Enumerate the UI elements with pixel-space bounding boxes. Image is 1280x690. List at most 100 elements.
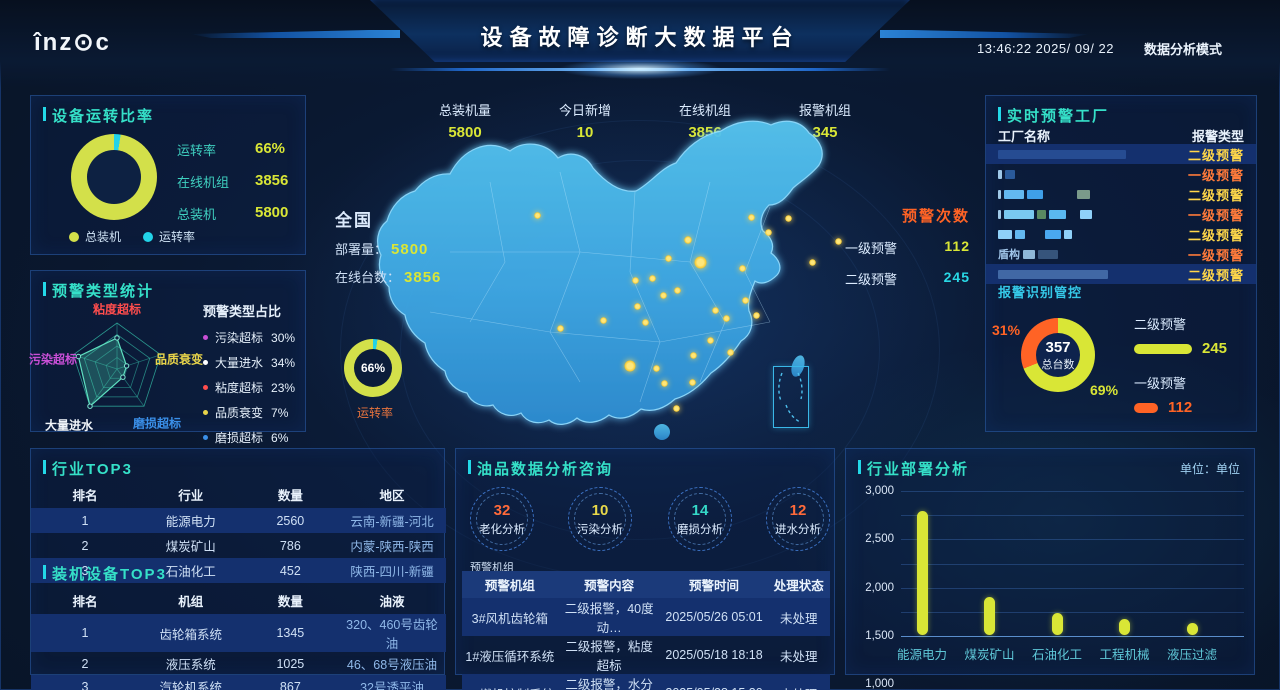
panel-top3: 行业TOP3 排名 行业 数量 地区 1 能源电力 2560 云南-新疆-河北 2 煤炭矿山 786… bbox=[30, 448, 446, 690]
factory-row[interactable]: 二级预警 bbox=[986, 264, 1256, 284]
panel-title: 油品数据分析咨询 bbox=[468, 458, 613, 479]
table-row: 3#风机齿轮箱 二级报警，40度动… 2025/05/26 05:01 未处理 bbox=[462, 598, 830, 636]
factory-name-redacted bbox=[998, 224, 1072, 244]
legend-label: 一级预警 bbox=[1134, 376, 1187, 391]
alarm-type: 一级预警 bbox=[1187, 167, 1244, 183]
oil-analysis-circle: 14 磨损分析 bbox=[668, 487, 732, 551]
oil-value: 12 bbox=[789, 501, 807, 519]
alarm-type: 一级预警 bbox=[1187, 207, 1244, 223]
factory-table-rows: 二级预警 一级预警 二级预警 一级预警 二级预警 盾构 一级预警 二级预警 bbox=[986, 144, 1256, 284]
page-title: 设备故障诊断大数据平台 bbox=[480, 25, 800, 50]
bar bbox=[1119, 619, 1130, 635]
oil-label: 磨损分析 bbox=[677, 523, 723, 536]
factory-row[interactable]: 一级预警 bbox=[986, 164, 1256, 184]
y-tick-label: 1,500 bbox=[865, 630, 894, 642]
table-row: 3 汽轮机系统 867 32号透平油 bbox=[31, 675, 446, 690]
warning-level-value: 245 bbox=[943, 269, 970, 285]
column-header: 预警内容 bbox=[557, 571, 661, 598]
legend-pill bbox=[1134, 402, 1158, 413]
stat-label: 总装机量 bbox=[438, 103, 491, 118]
warning-type-item: 品质衰变 7% bbox=[203, 404, 295, 421]
table-cell: 1345 bbox=[242, 614, 339, 652]
gridline: 1,000 bbox=[865, 587, 1244, 690]
alarm-identify-donut-chart: 357 总台数 31% 69% 二级预警 245 一级预警 112 bbox=[986, 296, 1256, 426]
table-cell: 2025/05/28 15:30 bbox=[660, 674, 768, 690]
minor-pct: 31% bbox=[992, 322, 1021, 338]
mini-donut-pct: 66% bbox=[354, 349, 392, 387]
item-label: 品质衰变 bbox=[215, 406, 264, 420]
mini-donut-label: 运转率 bbox=[356, 406, 393, 420]
gridline: 1,500 bbox=[865, 563, 1244, 642]
table-row: 1 能源电力 2560 云南-新疆-河北 bbox=[31, 508, 446, 533]
factory-row[interactable]: 盾构 一级预警 bbox=[986, 244, 1256, 264]
alarm-total: 357 bbox=[1045, 338, 1071, 356]
map-alarm-dot bbox=[693, 255, 707, 269]
map-alarm-dot bbox=[764, 228, 772, 236]
oil-label: 进水分析 bbox=[775, 523, 821, 536]
device-ratio-legend: 总装机 运转率 bbox=[69, 228, 195, 245]
map-alarm-dot bbox=[672, 404, 680, 412]
china-map bbox=[377, 120, 823, 440]
factory-row[interactable]: 一级预警 bbox=[986, 204, 1256, 224]
map-alarm-dot bbox=[741, 296, 749, 304]
table-cell: 未处理 bbox=[767, 598, 830, 636]
factory-row[interactable]: 二级预警 bbox=[986, 184, 1256, 204]
ratio-stat-row: 运转率 66% bbox=[177, 140, 288, 159]
device-top3-title: 装机设备TOP3 bbox=[43, 563, 167, 584]
map-top-stat: 今日新增 10 bbox=[540, 100, 630, 141]
x-category-label: 煤炭矿山 bbox=[964, 648, 1015, 662]
map-alarm-dot bbox=[689, 351, 697, 359]
table-cell: 二级报警，水分超标 bbox=[557, 674, 661, 690]
table-cell: 3#风机齿轮箱 bbox=[462, 598, 558, 636]
stat-value: 10 bbox=[576, 124, 594, 141]
legend-item: 总装机 bbox=[69, 228, 121, 245]
table-cell: 1 bbox=[31, 508, 139, 533]
panel-device-ratio: 设备运转比率 运转率 66% 在线机组 3856 总装机 5800 总装机 运转率 bbox=[30, 95, 306, 255]
ratio-stat-row: 总装机 5800 bbox=[177, 204, 288, 223]
legend-value: 112 bbox=[1168, 399, 1193, 416]
warning-type-item: 磨损超标 6% bbox=[203, 429, 295, 446]
legend-dot bbox=[143, 231, 154, 242]
factory-row[interactable]: 二级预警 bbox=[986, 144, 1256, 164]
item-label: 粘度超标 bbox=[215, 381, 264, 395]
table-cell: 二级报警，40度动… bbox=[557, 598, 661, 636]
table-row: 2 煤炭矿山 786 内蒙-陕西-陕西 bbox=[31, 533, 446, 558]
header: înz⊙c 设备故障诊断大数据平台 13:46:22 2025/ 09/ 22 … bbox=[0, 0, 1280, 88]
stat-value: 5800 bbox=[255, 204, 289, 221]
x-category-label: 工程机械 bbox=[1099, 648, 1150, 662]
oil-label: 污染分析 bbox=[577, 523, 623, 536]
map-alarm-dot bbox=[664, 254, 672, 262]
table-row: 1 齿轮箱系统 1345 320、460号齿轮油 bbox=[31, 614, 446, 652]
column-header: 机组 bbox=[178, 595, 204, 609]
data-analysis-mode-button[interactable]: 数据分析模式 bbox=[1143, 42, 1222, 57]
item-label: 磨损超标 bbox=[215, 431, 264, 445]
stat-label: 报警机组 bbox=[798, 103, 851, 118]
table-cell: 320、460号齿轮油 bbox=[338, 614, 446, 652]
table-cell: 4#燃机控制系统 bbox=[462, 674, 558, 690]
table-cell: 3 bbox=[31, 558, 139, 583]
table-cell: 煤炭矿山 bbox=[165, 540, 216, 554]
header-banner bbox=[190, 0, 1090, 80]
major-pct: 69% bbox=[1090, 382, 1119, 398]
gridline: 2,000 bbox=[865, 539, 1244, 594]
legend-pill bbox=[1134, 343, 1192, 354]
map-alarm-dot bbox=[660, 379, 668, 387]
map-alarm-dot bbox=[711, 306, 719, 314]
item-pct: 23% bbox=[271, 380, 296, 395]
header-flare bbox=[560, 59, 720, 79]
alarm-type: 一级预警 bbox=[1187, 247, 1244, 263]
gridline: 2,500 bbox=[865, 515, 1244, 545]
legend-value: 245 bbox=[1202, 340, 1228, 357]
table-cell: 二级报警，粘度超标 bbox=[565, 640, 653, 673]
factory-row[interactable]: 二级预警 bbox=[986, 224, 1256, 244]
device-top3-table: 排名 机组 数量 油液 1 齿轮箱系统 1345 320、460号齿轮油 2 液压系统 1025 46… bbox=[31, 587, 446, 690]
item-dot bbox=[203, 360, 208, 365]
table-cell: 石油化工 bbox=[138, 558, 243, 583]
factory-name-redacted bbox=[998, 164, 1015, 184]
map-alarm-dot bbox=[726, 348, 734, 356]
x-category-label: 能源电力 bbox=[896, 648, 948, 662]
device-ratio-donut-chart bbox=[71, 134, 157, 220]
table-cell: 云南-新疆-河北 bbox=[338, 508, 446, 533]
table-cell: 能源电力 bbox=[138, 508, 243, 533]
